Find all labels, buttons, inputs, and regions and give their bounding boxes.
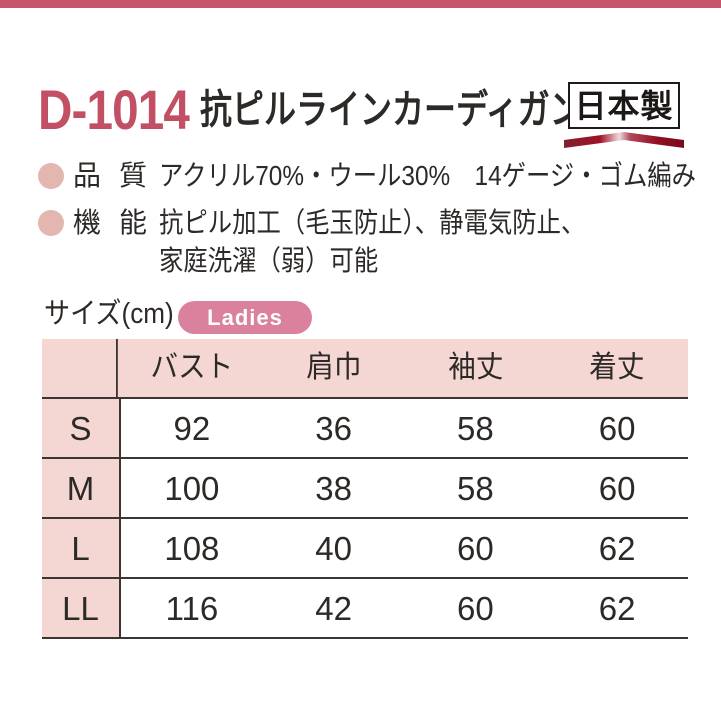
function-value-line2: 家庭洗濯（弱）可能 [159, 245, 379, 276]
quality-label: 品 質 [73, 162, 147, 190]
size-cell: M [42, 459, 121, 517]
length-cell: 60 [598, 409, 636, 447]
bust-cell: 116 [165, 589, 219, 627]
column-header-sleeve: 袖丈 [447, 351, 503, 384]
quality-label-char2: 質 [118, 160, 147, 191]
shoulder-cell: 36 [315, 409, 352, 447]
table-row-l: L 108 40 60 62 [42, 517, 688, 577]
function-label: 機 能 [73, 209, 147, 237]
sleeve-cell: 60 [457, 589, 494, 627]
sleeve-cell: 58 [457, 469, 494, 507]
sleeve-cell: 58 [457, 409, 494, 447]
length-cell: 60 [598, 469, 636, 507]
made-in-japan-badge: 日本製 [568, 82, 680, 129]
table-row-m: M 100 38 58 60 [42, 457, 688, 517]
bust-cell: 100 [164, 469, 220, 507]
function-value-line1: 抗ピル加工（毛玉防止）、静電気防止、 [159, 207, 586, 238]
made-in-japan-label: 日本製 [574, 87, 674, 124]
size-cell: L [42, 519, 121, 577]
table-row-ll: LL 116 42 60 62 [42, 577, 688, 637]
column-header-bust: バスト [150, 351, 234, 384]
size-cell: LL [42, 579, 121, 637]
top-accent-bar [0, 0, 721, 8]
shoulder-cell: 40 [315, 529, 352, 567]
product-name: 抗ピルラインカーディガン [200, 88, 582, 132]
quality-value: アクリル70%・ウール30% 14ゲージ・ゴム編み [159, 160, 697, 191]
function-label-char2: 能 [118, 207, 147, 238]
quality-label-char1: 品 [73, 160, 102, 191]
length-cell: 62 [598, 589, 636, 627]
shoulder-cell: 38 [315, 469, 352, 507]
shoulder-cell: 42 [315, 589, 352, 627]
size-section-label: サイズ(cm) [44, 298, 174, 330]
table-row-s: S 92 36 58 60 [42, 397, 688, 457]
function-label-char1: 機 [73, 207, 102, 238]
size-table-header-row: バスト 肩巾 袖丈 着丈 [42, 339, 688, 397]
ribbon-icon [564, 132, 684, 148]
ladies-badge-label: Ladies [207, 304, 283, 330]
length-cell: 62 [598, 529, 636, 567]
sleeve-cell: 60 [457, 529, 494, 567]
column-header-shoulder: 肩巾 [306, 351, 362, 384]
ladies-badge: Ladies [178, 301, 312, 334]
bust-cell: 92 [173, 409, 211, 447]
size-cell: S [42, 399, 121, 457]
bust-cell: 108 [164, 529, 220, 567]
function-bullet-icon [38, 210, 64, 236]
size-table-corner-cell [45, 339, 118, 397]
product-code: D-1014 [38, 78, 190, 141]
size-table: バスト 肩巾 袖丈 着丈 S 92 36 58 60 M 100 38 58 6… [42, 339, 688, 639]
column-header-length: 着丈 [589, 351, 645, 384]
quality-bullet-icon [38, 163, 64, 189]
